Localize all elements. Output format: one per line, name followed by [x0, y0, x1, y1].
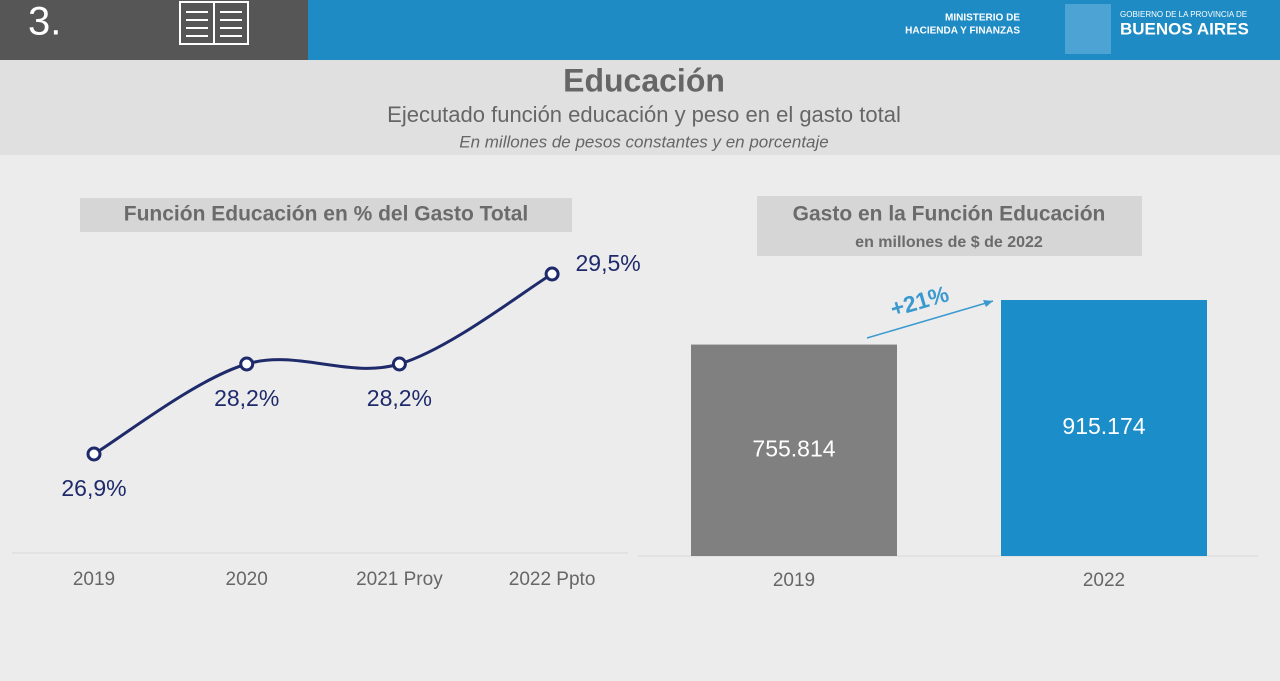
chart-title-bg — [757, 196, 1142, 256]
value-label: 28,2% — [214, 385, 279, 411]
province-logo — [1065, 4, 1111, 54]
bar — [691, 344, 897, 556]
chart-title: Gasto en la Función Educación — [793, 203, 1106, 226]
marker — [86, 446, 102, 462]
value-label: 755.814 — [752, 435, 835, 461]
government-line: GOBIERNO DE LA PROVINCIA DE — [1120, 10, 1247, 19]
bar — [1001, 300, 1207, 556]
ministry-line: HACIENDA Y FINANZAS — [905, 26, 1020, 37]
x-tick-label: 2019 — [73, 569, 115, 590]
ministry-line: MINISTERIO DE — [945, 13, 1020, 24]
x-tick-label: 2019 — [773, 570, 815, 591]
x-tick-label: 2022 Ppto — [509, 569, 596, 590]
slide-note: En millones de pesos constantes y en por… — [459, 132, 829, 151]
government-line: BUENOS AIRES — [1120, 19, 1249, 38]
slide-title: Educación — [563, 62, 725, 98]
value-label: 28,2% — [367, 385, 432, 411]
line — [93, 272, 553, 456]
arrow — [866, 300, 994, 339]
value-label: 26,9% — [61, 475, 126, 501]
section-number: 3. — [28, 0, 61, 44]
arrow-head — [983, 300, 993, 307]
x-tick-label: 2020 — [226, 569, 268, 590]
chart-title-bg — [80, 198, 572, 232]
book-icon — [179, 1, 249, 45]
chart-title: Función Educación en % del Gasto Total — [124, 203, 529, 226]
slide-subtitle: Ejecutado función educación y peso en el… — [387, 102, 901, 127]
value-label: 29,5% — [575, 250, 640, 276]
x-tick-label: 2022 — [1083, 570, 1125, 591]
x-tick-label: 2021 Proy — [356, 569, 443, 590]
marker — [391, 356, 407, 372]
header-bar — [308, 0, 1280, 60]
section-bar — [0, 0, 308, 60]
chart-subtitle: en millones de $ de 2022 — [855, 234, 1043, 251]
value-label: 915.174 — [1062, 413, 1145, 439]
title-band — [0, 60, 1280, 155]
marker — [544, 266, 560, 282]
marker — [239, 356, 255, 372]
